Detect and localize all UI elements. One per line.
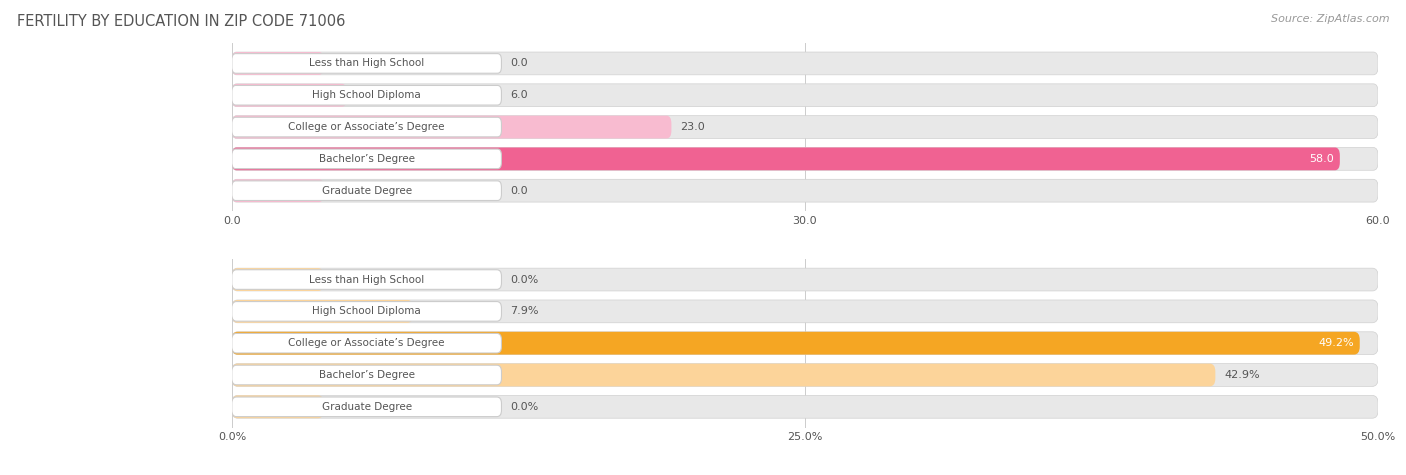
FancyBboxPatch shape (232, 116, 672, 138)
Text: College or Associate’s Degree: College or Associate’s Degree (288, 122, 444, 132)
FancyBboxPatch shape (232, 148, 1340, 170)
FancyBboxPatch shape (232, 149, 502, 169)
FancyBboxPatch shape (232, 302, 502, 321)
Text: College or Associate’s Degree: College or Associate’s Degree (288, 338, 444, 348)
Text: Source: ZipAtlas.com: Source: ZipAtlas.com (1271, 14, 1389, 24)
FancyBboxPatch shape (232, 365, 502, 385)
FancyBboxPatch shape (232, 332, 1378, 354)
FancyBboxPatch shape (232, 268, 323, 291)
FancyBboxPatch shape (232, 300, 413, 323)
Text: 42.9%: 42.9% (1225, 370, 1260, 380)
Text: 23.0: 23.0 (681, 122, 706, 132)
Text: Graduate Degree: Graduate Degree (322, 402, 412, 412)
Text: 6.0: 6.0 (510, 90, 529, 100)
FancyBboxPatch shape (232, 84, 1378, 106)
FancyBboxPatch shape (232, 86, 502, 105)
Text: 58.0: 58.0 (1309, 154, 1334, 164)
FancyBboxPatch shape (232, 148, 1378, 170)
Text: Bachelor’s Degree: Bachelor’s Degree (319, 370, 415, 380)
Text: 0.0%: 0.0% (510, 402, 538, 412)
FancyBboxPatch shape (232, 333, 502, 353)
FancyBboxPatch shape (232, 52, 1378, 75)
Text: 0.0: 0.0 (510, 186, 529, 196)
FancyBboxPatch shape (232, 181, 502, 200)
FancyBboxPatch shape (232, 397, 502, 417)
Text: High School Diploma: High School Diploma (312, 90, 420, 100)
Text: 7.9%: 7.9% (510, 306, 538, 316)
Text: FERTILITY BY EDUCATION IN ZIP CODE 71006: FERTILITY BY EDUCATION IN ZIP CODE 71006 (17, 14, 346, 29)
Text: 49.2%: 49.2% (1319, 338, 1354, 348)
FancyBboxPatch shape (232, 395, 323, 418)
Text: Less than High School: Less than High School (309, 58, 425, 68)
Text: High School Diploma: High School Diploma (312, 306, 420, 316)
FancyBboxPatch shape (232, 179, 323, 202)
FancyBboxPatch shape (232, 332, 1360, 354)
Text: Bachelor’s Degree: Bachelor’s Degree (319, 154, 415, 164)
FancyBboxPatch shape (232, 364, 1378, 386)
FancyBboxPatch shape (232, 364, 1215, 386)
FancyBboxPatch shape (232, 395, 1378, 418)
FancyBboxPatch shape (232, 54, 502, 73)
FancyBboxPatch shape (232, 268, 1378, 291)
FancyBboxPatch shape (232, 117, 502, 137)
Text: Less than High School: Less than High School (309, 275, 425, 285)
FancyBboxPatch shape (232, 179, 1378, 202)
Text: 0.0: 0.0 (510, 58, 529, 68)
FancyBboxPatch shape (232, 116, 1378, 138)
FancyBboxPatch shape (232, 300, 1378, 323)
FancyBboxPatch shape (232, 270, 502, 289)
FancyBboxPatch shape (232, 84, 347, 106)
Text: 0.0%: 0.0% (510, 275, 538, 285)
Text: Graduate Degree: Graduate Degree (322, 186, 412, 196)
FancyBboxPatch shape (232, 52, 323, 75)
